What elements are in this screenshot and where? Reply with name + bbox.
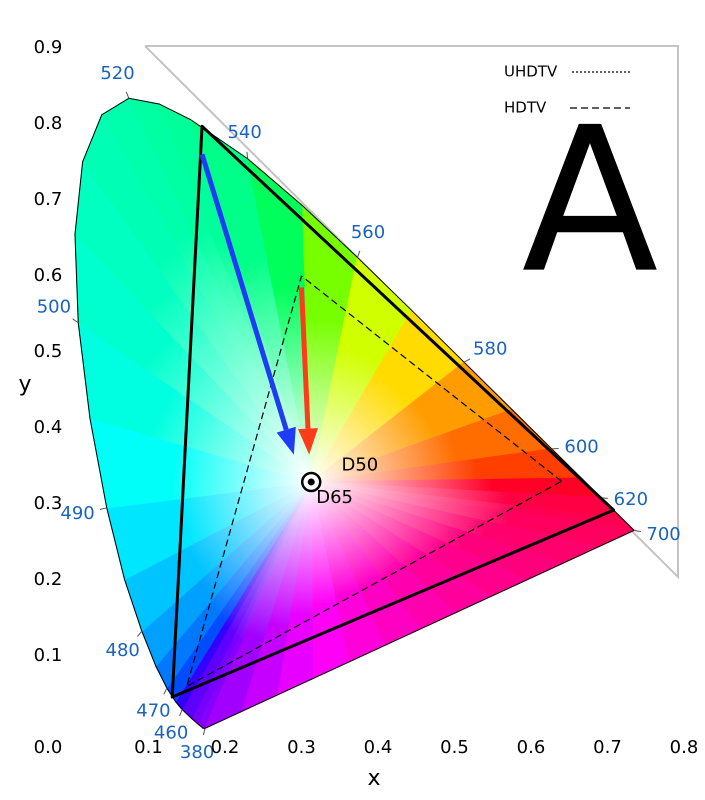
wavelength-tick [356, 250, 361, 258]
arrow-head [297, 428, 318, 455]
y-tick-label: 0.2 [34, 569, 63, 590]
wavelength-label: 480 [106, 640, 140, 661]
wavelength-tick [463, 358, 471, 363]
wavelength-label: 470 [136, 700, 170, 721]
arrow-shaft [299, 287, 311, 429]
legend-label: HDTV [504, 99, 547, 117]
wavelength-tick [136, 630, 143, 637]
wavelength-tick [163, 687, 168, 695]
x-tick-label: 0.2 [211, 737, 240, 758]
wavelength-tick [202, 728, 206, 736]
wavelength-label: 460 [154, 723, 188, 744]
y-tick-label: 0.9 [34, 37, 63, 58]
gamut-triangle [186, 275, 563, 687]
x-tick-label: 0.7 [593, 737, 622, 758]
wavelength-label: 580 [473, 338, 507, 359]
wavelength-label: 560 [351, 222, 385, 243]
gamut-triangle [170, 124, 616, 699]
wavelength-tick [246, 151, 249, 159]
wavelength-tick [99, 507, 107, 510]
y-tick-label: 0.6 [34, 265, 63, 286]
wavelength-label: 380 [180, 742, 214, 763]
wavelength-label: 500 [37, 297, 71, 318]
white-point-label: D50 [341, 455, 378, 476]
white-point-label: D65 [316, 487, 353, 508]
y-tick-label: 0.5 [34, 341, 63, 362]
x-tick-label: 0.3 [287, 737, 316, 758]
wavelength-tick [125, 91, 130, 99]
arrow-shaft [199, 153, 289, 431]
arrow-head [276, 426, 296, 455]
x-tick-label: 0.6 [517, 737, 546, 758]
panel-label: A [522, 85, 659, 318]
y-tick-label: 0.0 [34, 737, 63, 758]
y-tick-label: 0.8 [34, 113, 63, 134]
wavelength-label: 700 [646, 524, 680, 545]
y-tick-label: 0.3 [34, 493, 63, 514]
wavelength-tick [72, 318, 79, 324]
x-tick-label: 0.8 [670, 737, 699, 758]
y-tick-label: 0.1 [34, 645, 63, 666]
wavelength-tick [633, 529, 642, 533]
y-tick-label: 0.7 [34, 189, 63, 210]
x-tick-label: 0.1 [134, 737, 163, 758]
wavelength-label: 540 [227, 122, 261, 143]
wavelength-tick [179, 709, 183, 717]
y-axis-label: y [18, 372, 31, 397]
wavelength-label: 600 [564, 436, 598, 457]
x-axis-label: x [367, 766, 380, 791]
wavelength-label: 520 [100, 63, 134, 84]
wavelength-label: 490 [60, 503, 94, 524]
legend-label: UHDTV [504, 63, 558, 81]
x-tick-label: 0.5 [440, 737, 469, 758]
x-tick-label: 0.4 [364, 737, 393, 758]
wavelength-label: 620 [614, 489, 648, 510]
white-point-dot [307, 478, 315, 486]
y-tick-label: 0.4 [34, 417, 63, 438]
